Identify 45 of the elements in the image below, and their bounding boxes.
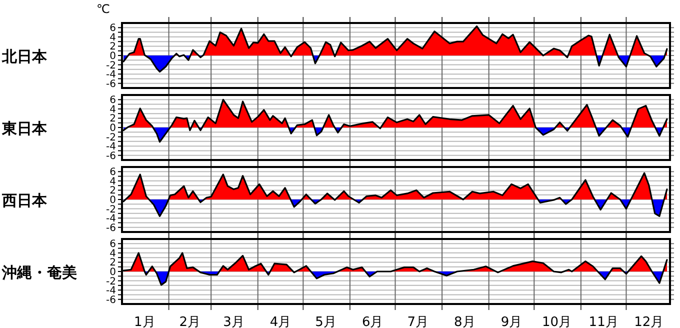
x-tick-label: 6月 <box>362 315 384 328</box>
y-tick-label: 2 <box>110 186 116 197</box>
y-tick-label: -4 <box>106 214 116 225</box>
y-axis-title: 沖縄・奄美 <box>1 264 77 282</box>
x-tick-label: 5月 <box>315 315 336 328</box>
y-tick-label: -4 <box>106 142 116 153</box>
y-tick-label: -2 <box>106 204 116 216</box>
y-tick-label: 4 <box>110 32 116 44</box>
x-tick-label: 11月 <box>588 315 618 328</box>
x-tick-label: 2月 <box>179 315 201 328</box>
x-tick-label: 1月 <box>134 315 156 328</box>
x-tick-label: 4月 <box>270 315 292 328</box>
y-tick-label: 4 <box>110 104 116 116</box>
y-tick-label: 2 <box>110 258 116 269</box>
y-tick-label: 2 <box>110 114 116 125</box>
y-tick-label: 4 <box>110 248 116 260</box>
y-tick-label: 6 <box>110 239 116 250</box>
y-tick-label: 6 <box>110 167 116 178</box>
y-tick-label: 0 <box>110 195 116 206</box>
y-tick-label: 6 <box>110 23 116 34</box>
y-tick-label: -6 <box>106 294 116 306</box>
y-tick-label: 0 <box>110 123 116 134</box>
y-tick-label: -2 <box>106 132 116 144</box>
x-tick-label: 3月 <box>223 315 244 328</box>
y-tick-label: -6 <box>106 222 116 234</box>
x-tick-label: 9月 <box>500 315 522 328</box>
y-tick-label: -6 <box>106 78 116 90</box>
y-tick-label: 4 <box>110 176 116 188</box>
y-tick-label: -2 <box>106 276 116 288</box>
y-tick-label: -2 <box>106 60 116 72</box>
y-tick-label: -4 <box>106 286 116 297</box>
y-axis-title: 北日本 <box>1 48 48 66</box>
y-tick-label: -6 <box>106 150 116 162</box>
y-tick-label: -4 <box>106 70 116 81</box>
y-tick-label: 6 <box>110 95 116 106</box>
y-tick-label: 0 <box>110 267 116 278</box>
x-tick-label: 12月 <box>634 315 664 328</box>
x-tick-label: 8月 <box>454 315 476 328</box>
x-tick-label: 10月 <box>542 315 572 328</box>
y-tick-label: 2 <box>110 42 116 53</box>
y-axis-title: 東日本 <box>1 120 48 138</box>
text: ℃ <box>96 2 110 16</box>
x-tick-label: 7月 <box>407 315 429 328</box>
y-tick-label: 0 <box>110 51 116 62</box>
y-axis-title: 西日本 <box>1 192 48 210</box>
